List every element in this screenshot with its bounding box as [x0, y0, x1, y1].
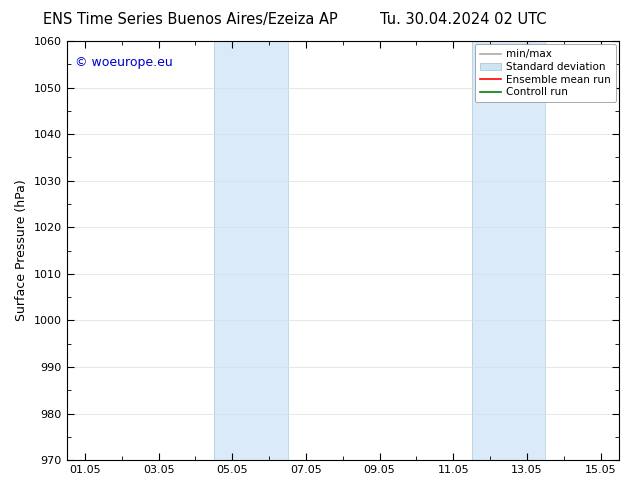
Text: © woeurope.eu: © woeurope.eu [75, 56, 172, 69]
Text: Tu. 30.04.2024 02 UTC: Tu. 30.04.2024 02 UTC [380, 12, 546, 27]
Bar [472, 41, 545, 460]
Y-axis label: Surface Pressure (hPa): Surface Pressure (hPa) [15, 180, 28, 321]
Legend: min/max, Standard deviation, Ensemble mean run, Controll run: min/max, Standard deviation, Ensemble me… [475, 44, 616, 102]
Bar [214, 41, 288, 460]
Text: ENS Time Series Buenos Aires/Ezeiza AP: ENS Time Series Buenos Aires/Ezeiza AP [43, 12, 337, 27]
